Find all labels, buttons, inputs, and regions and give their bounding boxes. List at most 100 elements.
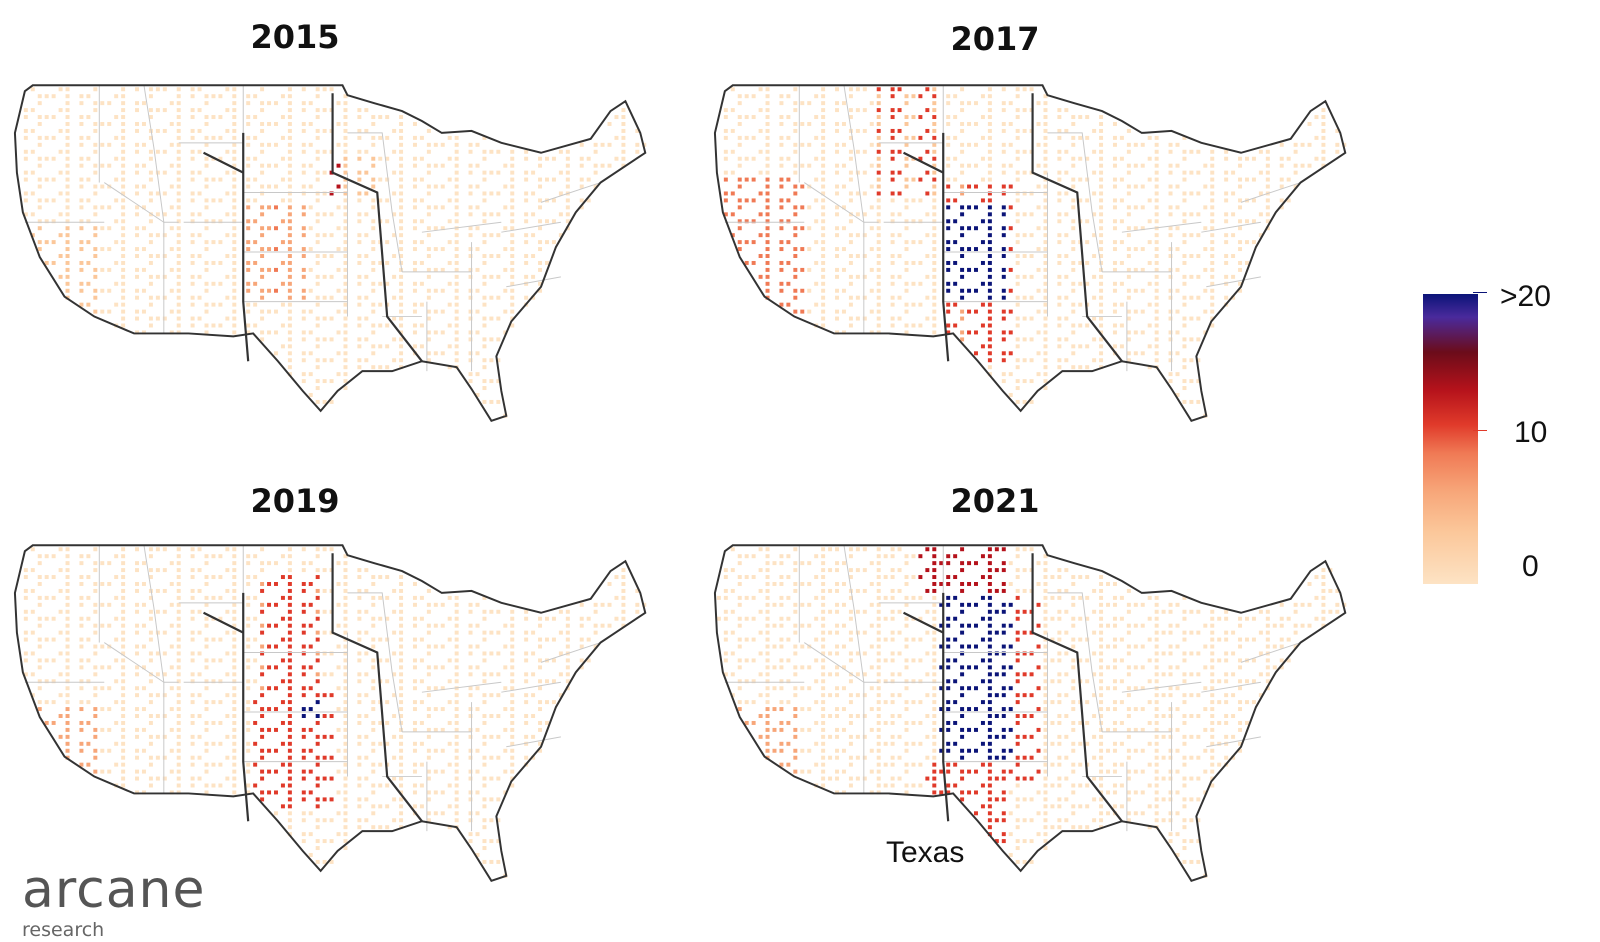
heat-cell xyxy=(1057,588,1062,593)
heat-cell xyxy=(1168,672,1173,677)
heat-cell xyxy=(392,714,397,718)
heat-cell xyxy=(1099,142,1104,147)
heat-cell xyxy=(315,741,320,746)
heat-cell xyxy=(1112,707,1117,712)
heat-cell xyxy=(482,762,487,767)
heat-cell xyxy=(135,686,140,691)
heat-cell xyxy=(433,288,438,293)
heat-cell xyxy=(399,198,404,203)
heat-cell xyxy=(918,135,923,140)
heat-cell xyxy=(190,630,195,635)
heat-cell xyxy=(793,734,798,739)
heat-cell xyxy=(1279,177,1284,182)
heat-cell xyxy=(343,762,348,767)
heat-cell xyxy=(392,776,397,781)
heat-cell xyxy=(246,727,251,732)
heat-cell xyxy=(1210,309,1215,314)
heat-cell xyxy=(197,191,202,196)
heat-cell xyxy=(876,323,881,328)
heat-cell xyxy=(1293,170,1298,175)
heat-cell xyxy=(980,240,985,245)
heat-cell xyxy=(37,177,42,182)
heat-cell xyxy=(468,309,473,314)
heat-cell xyxy=(1015,379,1020,384)
heat-cell xyxy=(1043,714,1048,718)
heat-cell xyxy=(496,254,501,258)
heat-cell xyxy=(364,358,369,363)
heat-cell xyxy=(287,672,292,677)
heat-cell xyxy=(1043,672,1048,677)
heat-cell xyxy=(1182,254,1187,258)
heat-cell xyxy=(93,288,98,293)
heat-cell xyxy=(260,790,265,795)
heat-cell xyxy=(579,177,584,182)
heat-cell xyxy=(765,588,770,593)
heat-cell xyxy=(385,595,390,600)
heat-cell xyxy=(343,623,348,628)
heat-cell xyxy=(862,734,867,739)
heat-cell xyxy=(1008,727,1013,732)
heat-cell xyxy=(510,783,515,788)
heat-cell xyxy=(489,755,494,760)
heat-cell xyxy=(772,727,777,732)
heat-cell xyxy=(141,226,146,231)
heat-cell xyxy=(329,693,334,698)
heat-cell xyxy=(267,226,272,231)
heat-cell xyxy=(1133,351,1138,356)
heat-cell xyxy=(100,727,105,732)
heat-cell xyxy=(524,700,529,705)
heat-cell xyxy=(308,727,313,732)
heat-cell xyxy=(357,240,362,245)
heat-cell xyxy=(1245,219,1249,224)
heat-cell xyxy=(821,679,826,684)
heat-cell xyxy=(828,588,833,593)
heat-cell xyxy=(51,575,56,580)
heat-cell xyxy=(932,142,937,147)
heat-cell xyxy=(1196,651,1201,656)
heat-cell xyxy=(510,672,515,677)
heat-cell xyxy=(869,309,874,314)
heat-cell xyxy=(204,707,209,712)
heat-cell xyxy=(86,135,91,140)
heat-cell xyxy=(399,797,404,802)
heat-cell xyxy=(65,554,70,559)
heat-cell xyxy=(932,288,937,293)
heat-cell xyxy=(510,720,515,725)
heat-cell xyxy=(280,700,285,705)
heat-cell xyxy=(412,741,417,746)
heat-cell xyxy=(232,727,237,732)
heat-cell xyxy=(260,254,265,258)
heat-cell xyxy=(107,288,112,293)
heat-cell xyxy=(579,602,584,607)
heat-cell xyxy=(946,323,951,328)
heat-cell xyxy=(855,588,860,593)
heat-cell xyxy=(204,686,209,691)
heat-cell xyxy=(253,679,258,684)
heat-cell xyxy=(1231,212,1236,217)
heat-cell xyxy=(876,658,881,663)
heat-cell xyxy=(967,707,972,712)
heat-cell xyxy=(1168,734,1173,739)
heat-cell xyxy=(932,665,937,670)
heat-cell xyxy=(1182,651,1187,656)
heat-cell xyxy=(835,274,840,279)
heat-cell xyxy=(426,686,431,691)
heat-cell xyxy=(1119,658,1124,663)
heat-cell xyxy=(475,769,480,774)
heat-cell xyxy=(737,665,742,670)
heat-cell xyxy=(121,720,126,725)
heat-cell xyxy=(1092,672,1097,677)
heat-cell xyxy=(378,302,383,307)
heat-cell xyxy=(932,727,937,732)
heat-cell xyxy=(890,616,895,621)
heat-cell xyxy=(468,247,473,252)
heat-cell xyxy=(176,769,181,774)
heat-cell xyxy=(1307,602,1312,607)
heat-cell xyxy=(246,94,251,99)
heat-cell xyxy=(614,575,619,580)
heat-cell xyxy=(821,693,826,698)
heat-cell xyxy=(932,323,937,328)
heat-cell xyxy=(267,561,272,566)
heat-cell xyxy=(779,644,784,649)
heat-cell xyxy=(1224,274,1229,279)
